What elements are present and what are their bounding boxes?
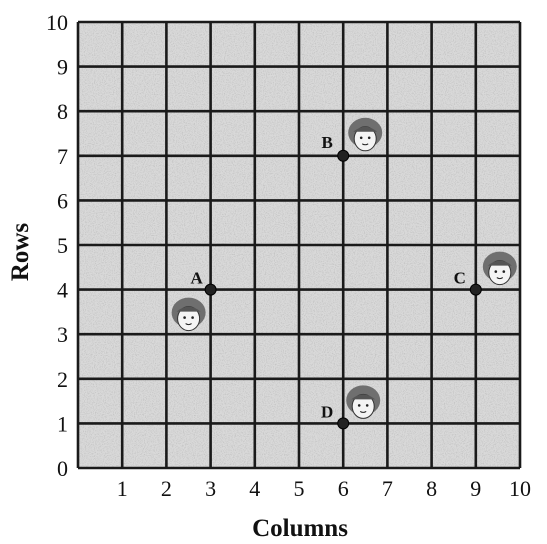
y-axis-title: Rows bbox=[7, 223, 34, 282]
point-label: A bbox=[190, 269, 203, 288]
y-tick-labels: 0 1 2 3 4 5 6 7 8 9 10 bbox=[46, 10, 68, 481]
x-tick-label: 7 bbox=[382, 476, 393, 501]
point-d: D bbox=[321, 385, 381, 430]
point-label: C bbox=[454, 269, 466, 288]
point-a: A bbox=[171, 269, 217, 332]
point-marker bbox=[337, 417, 350, 430]
x-tick-label: 4 bbox=[249, 476, 260, 501]
point-marker bbox=[337, 149, 350, 162]
x-tick-label: 1 bbox=[117, 476, 128, 501]
point-marker bbox=[469, 283, 482, 296]
x-tick-label: 9 bbox=[470, 476, 481, 501]
child-face-icon bbox=[171, 297, 206, 332]
point-c: C bbox=[454, 251, 517, 296]
child-face-icon bbox=[348, 117, 383, 152]
y-tick-label: 6 bbox=[57, 188, 68, 213]
x-tick-label: 2 bbox=[161, 476, 172, 501]
y-tick-label: 5 bbox=[57, 233, 68, 258]
grid-lines bbox=[76, 20, 522, 470]
x-tick-labels: 1 2 3 4 5 6 7 8 9 10 bbox=[117, 476, 531, 501]
x-tick-label: 6 bbox=[338, 476, 349, 501]
y-tick-label: 3 bbox=[57, 322, 68, 347]
x-tick-label: 10 bbox=[509, 476, 531, 501]
point-marker bbox=[204, 283, 217, 296]
x-tick-label: 5 bbox=[294, 476, 305, 501]
child-face-icon bbox=[346, 385, 381, 419]
y-tick-label: 0 bbox=[57, 456, 68, 481]
y-tick-label: 7 bbox=[57, 144, 68, 169]
x-tick-label: 8 bbox=[426, 476, 437, 501]
y-tick-label: 1 bbox=[57, 411, 68, 436]
points: A B C D bbox=[171, 117, 517, 430]
y-tick-label: 4 bbox=[57, 278, 68, 303]
y-tick-label: 10 bbox=[46, 10, 68, 35]
x-axis-title: Columns bbox=[252, 515, 348, 542]
point-label: B bbox=[322, 133, 333, 152]
point-label: D bbox=[321, 402, 333, 421]
child-face-icon bbox=[482, 251, 517, 286]
y-tick-label: 2 bbox=[57, 367, 68, 392]
x-tick-label: 3 bbox=[205, 476, 216, 501]
y-tick-label: 8 bbox=[57, 99, 68, 124]
y-tick-label: 9 bbox=[57, 55, 68, 80]
point-b: B bbox=[322, 117, 383, 162]
